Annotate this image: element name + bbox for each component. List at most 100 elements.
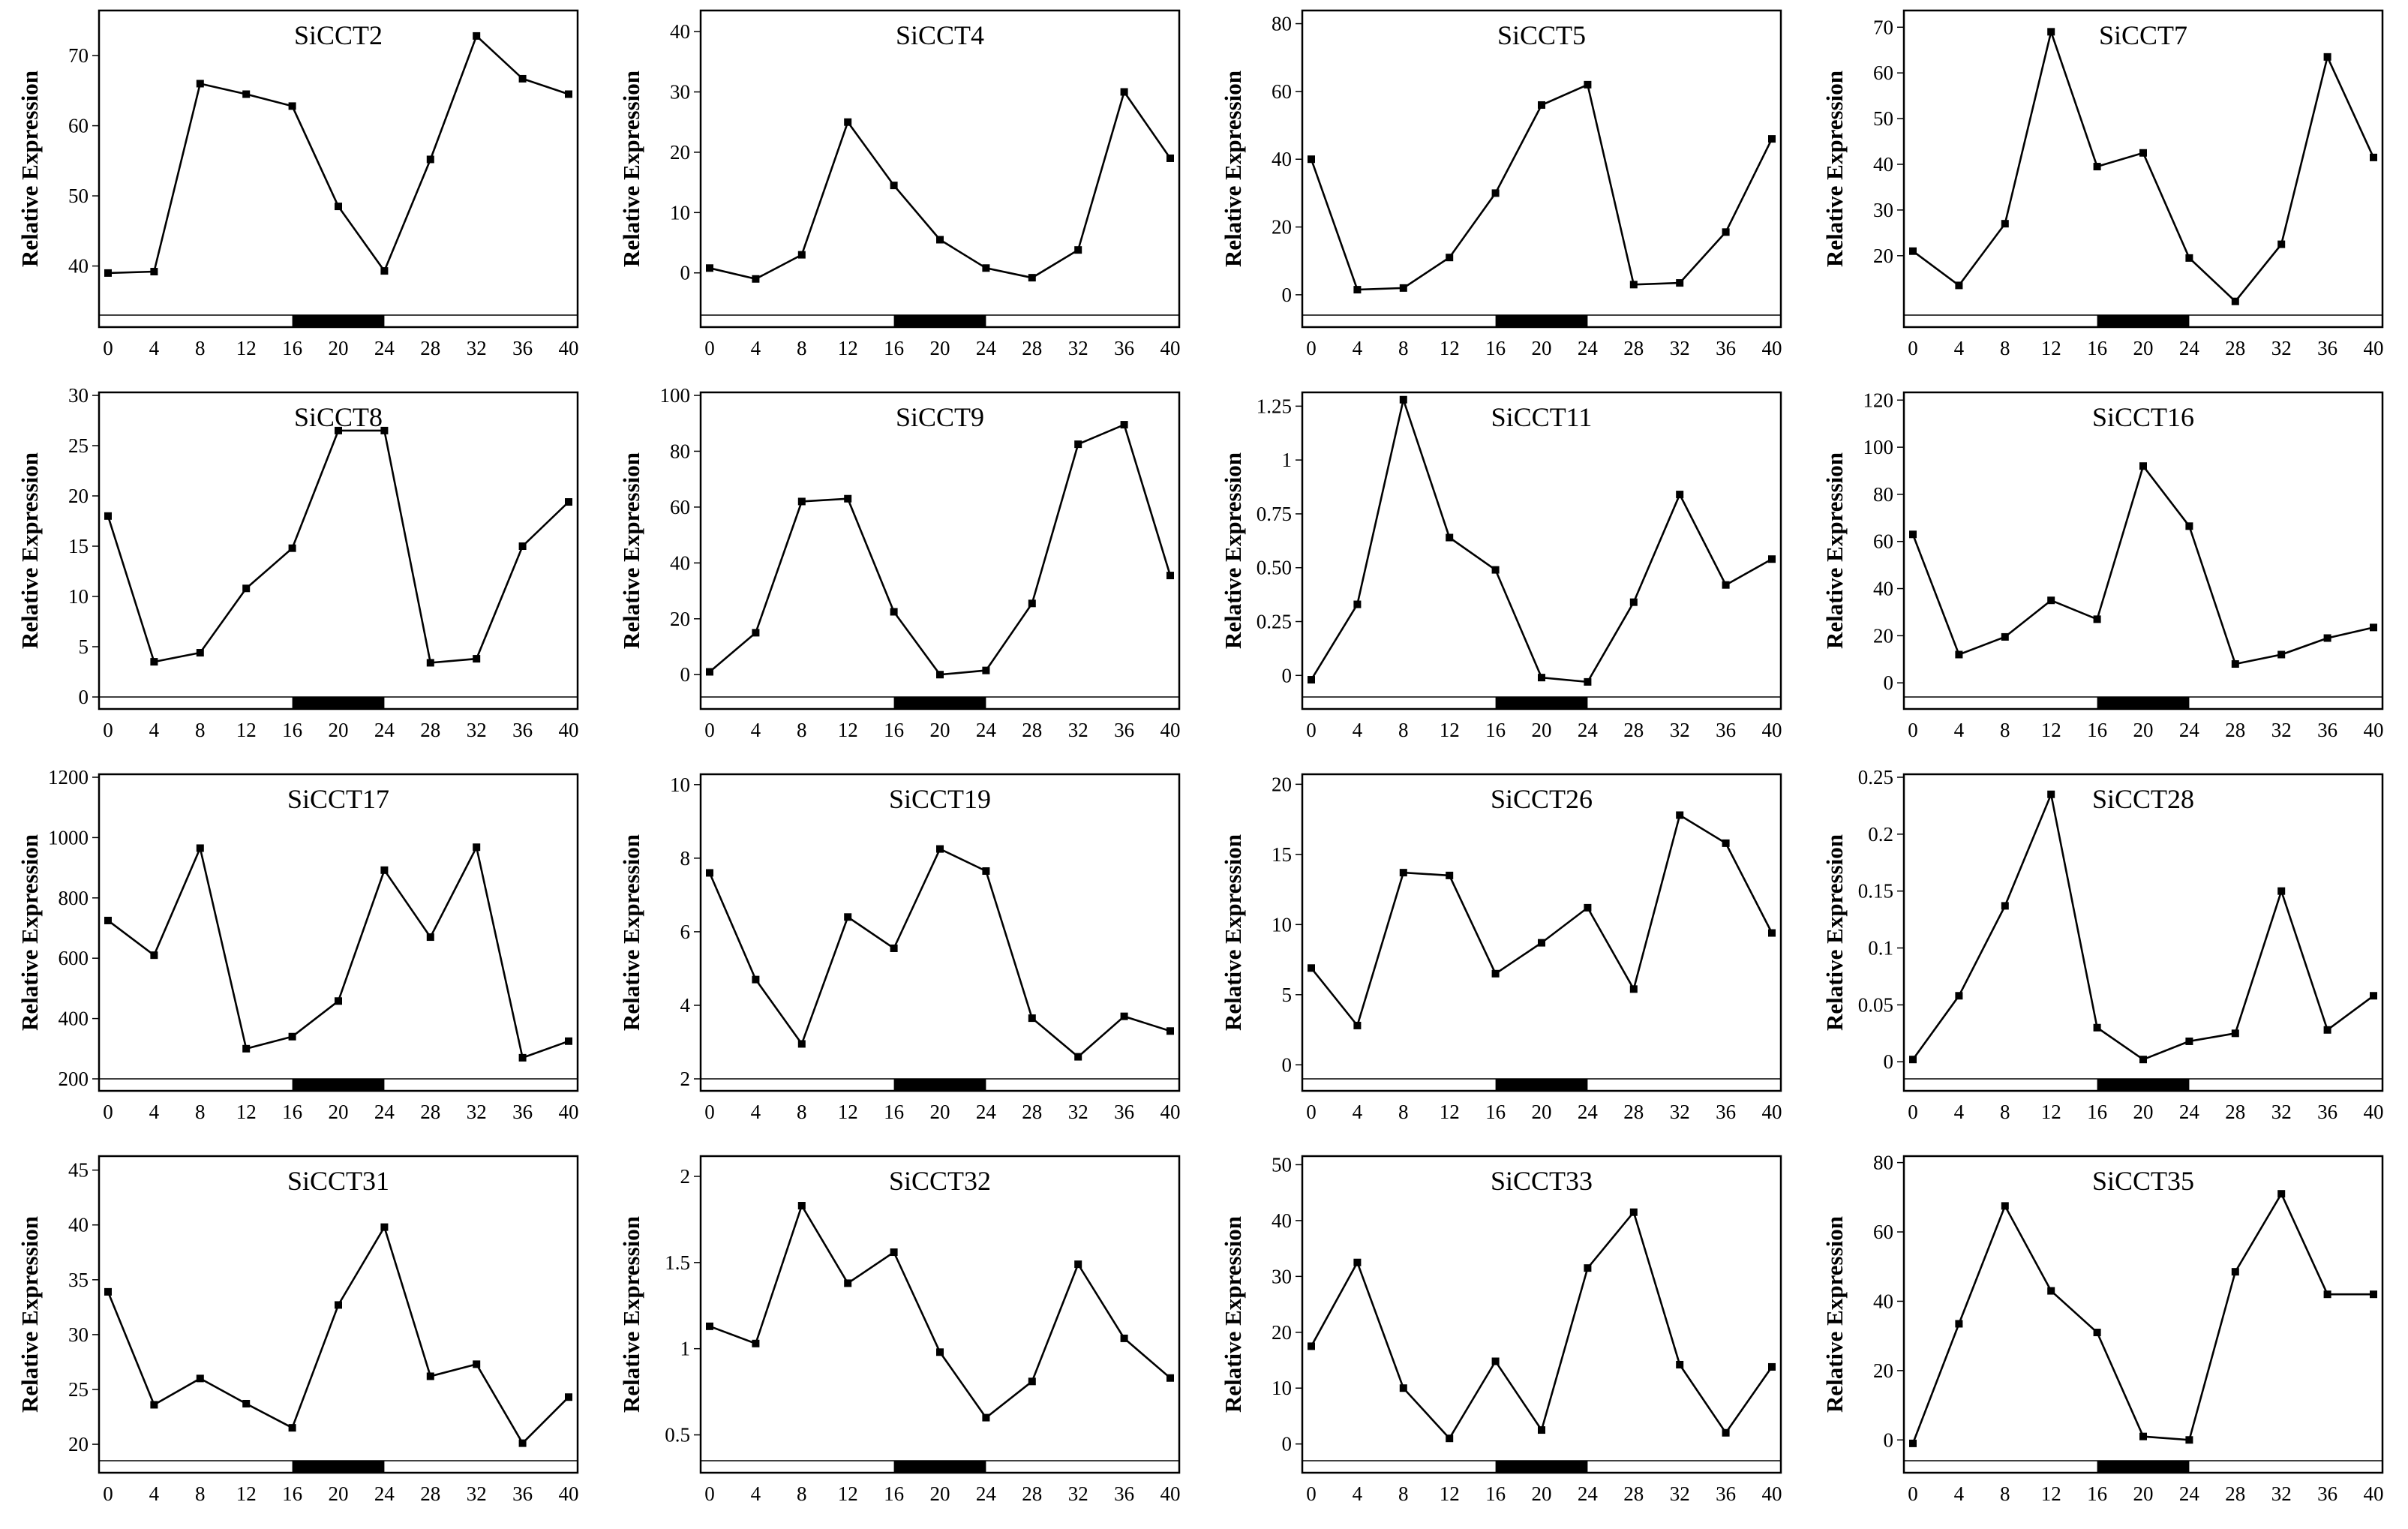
chart-panel-sicct8: 0 5 10 15 20 25 30 0 4 8 12 16 20 24 28 32 36 40 Relative … [0,382,602,764]
y-axis-label: Relative Expression [1821,452,1848,649]
y-tick-label: 8 [680,847,691,870]
x-tick-label: 20 [2133,719,2154,741]
data-point [196,844,204,852]
x-tick-label: 24 [2179,719,2200,741]
x-tick-label: 28 [2225,337,2245,359]
dark-period-bar [2097,697,2190,709]
x-tick-label: 20 [2133,337,2154,359]
dark-period-bar [292,315,385,327]
data-point [1955,650,1963,659]
y-tick-label: 70 [68,44,89,67]
x-tick-label: 32 [467,719,487,741]
chart-svg: 40 50 60 70 0 4 8 12 16 20 24 28 32 36 40 Relative Expr… [17,9,579,359]
y-tick-label: 0 [1884,1050,1894,1073]
x-tick-label: 0 [1908,337,1918,359]
chart-svg: 0 10 20 30 40 0 4 8 12 16 20 24 28 32 36 40 Relative Exp… [618,9,1181,359]
y-tick-label: 20 [1873,1359,1893,1382]
x-tick-label: 8 [2000,337,2010,359]
x-tick-label: 40 [2364,1101,2384,1123]
data-point [1584,903,1592,912]
plot-frame [1902,391,2384,710]
x-tick-label: 24 [374,719,395,741]
x-tick-label: 8 [2000,719,2010,741]
data-point [1909,1439,1917,1447]
series-line [1310,813,1773,1028]
x-tick-label: 0 [1908,719,1918,741]
data-point [844,118,852,126]
y-tick-label: 40 [68,1214,89,1236]
series-line [107,429,569,664]
x-tick-label: 40 [2364,337,2384,359]
plot-frame [98,773,579,1092]
data-point [380,426,389,434]
x-tick-label: 24 [374,1482,395,1505]
data-point [1538,674,1545,682]
x-tick-label: 28 [1022,719,1042,741]
y-tick-label: 1200 [48,766,89,789]
x-tick-label: 28 [1623,1101,1644,1123]
chart-panel-sicct4: 0 10 20 30 40 0 4 8 12 16 20 24 28 32 36 40 Relative Exp… [602,0,1203,382]
data-point [1722,228,1730,236]
plot-frame [98,1155,579,1474]
x-tick-label: 32 [1670,719,1690,741]
data-point [2231,1268,2239,1276]
data-point [242,1399,251,1407]
x-tick-label: 40 [2364,719,2384,741]
data-point [1399,395,1407,404]
x-tick-label: 24 [1578,719,1599,741]
x-tick-label: 20 [930,1482,950,1505]
data-point [426,155,434,164]
chart-title: SiCCT11 [1491,402,1593,432]
data-point [1676,491,1684,499]
data-point [1166,1374,1174,1382]
data-point [2047,596,2055,605]
x-tick-label: 40 [559,1482,579,1505]
y-tick-label: 1.5 [665,1251,690,1274]
data-point [2001,902,2009,910]
x-tick-label: 16 [2087,1101,2107,1123]
data-point [150,951,158,960]
x-tick-label: 36 [2317,337,2337,359]
y-tick-label: 1 [1282,449,1293,471]
dark-period-bar [2097,1461,2190,1473]
y-tick-label: 5 [79,635,89,658]
y-axis-label: Relative Expression [17,1216,43,1413]
x-tick-label: 12 [1440,719,1460,741]
x-tick-label: 36 [1716,1482,1736,1505]
data-point [2231,297,2239,305]
y-tick-label: 0 [79,686,89,708]
data-point [1028,274,1036,282]
data-point [104,269,112,277]
x-tick-label: 12 [2041,1482,2061,1505]
x-tick-label: 36 [1114,719,1134,741]
x-tick-label: 12 [236,337,257,359]
data-point [2185,254,2193,262]
y-tick-label: 0.5 [665,1424,690,1446]
data-point [2047,790,2055,798]
data-point [1722,839,1730,847]
y-tick-label: 0.75 [1257,503,1292,525]
data-point [1074,246,1082,254]
data-point [565,90,572,98]
data-point [1584,1264,1592,1272]
y-tick-label: 600 [59,947,89,969]
x-tick-label: 20 [2133,1482,2154,1505]
data-point [2139,1056,2147,1064]
y-axis-label: Relative Expression [17,71,43,267]
x-tick-label: 12 [236,1482,257,1505]
y-tick-label: 10 [670,201,690,224]
plot-frame [699,391,1181,710]
x-tick-label: 32 [467,1482,487,1505]
data-point [706,869,713,877]
series-line [709,89,1172,281]
chart-panel-sicct9: 0 20 40 60 80 100 0 4 8 12 16 20 24 28 32 36 40 Relative … [602,382,1203,764]
data-point [752,975,760,984]
x-tick-label: 40 [559,1101,579,1123]
x-tick-label: 24 [1578,337,1599,359]
x-tick-label: 16 [282,719,302,741]
y-axis-label: Relative Expression [1821,1216,1848,1413]
y-axis-label: Relative Expression [1220,71,1246,267]
y-tick-label: 0.15 [1858,880,1893,903]
x-tick-label: 4 [751,719,761,741]
